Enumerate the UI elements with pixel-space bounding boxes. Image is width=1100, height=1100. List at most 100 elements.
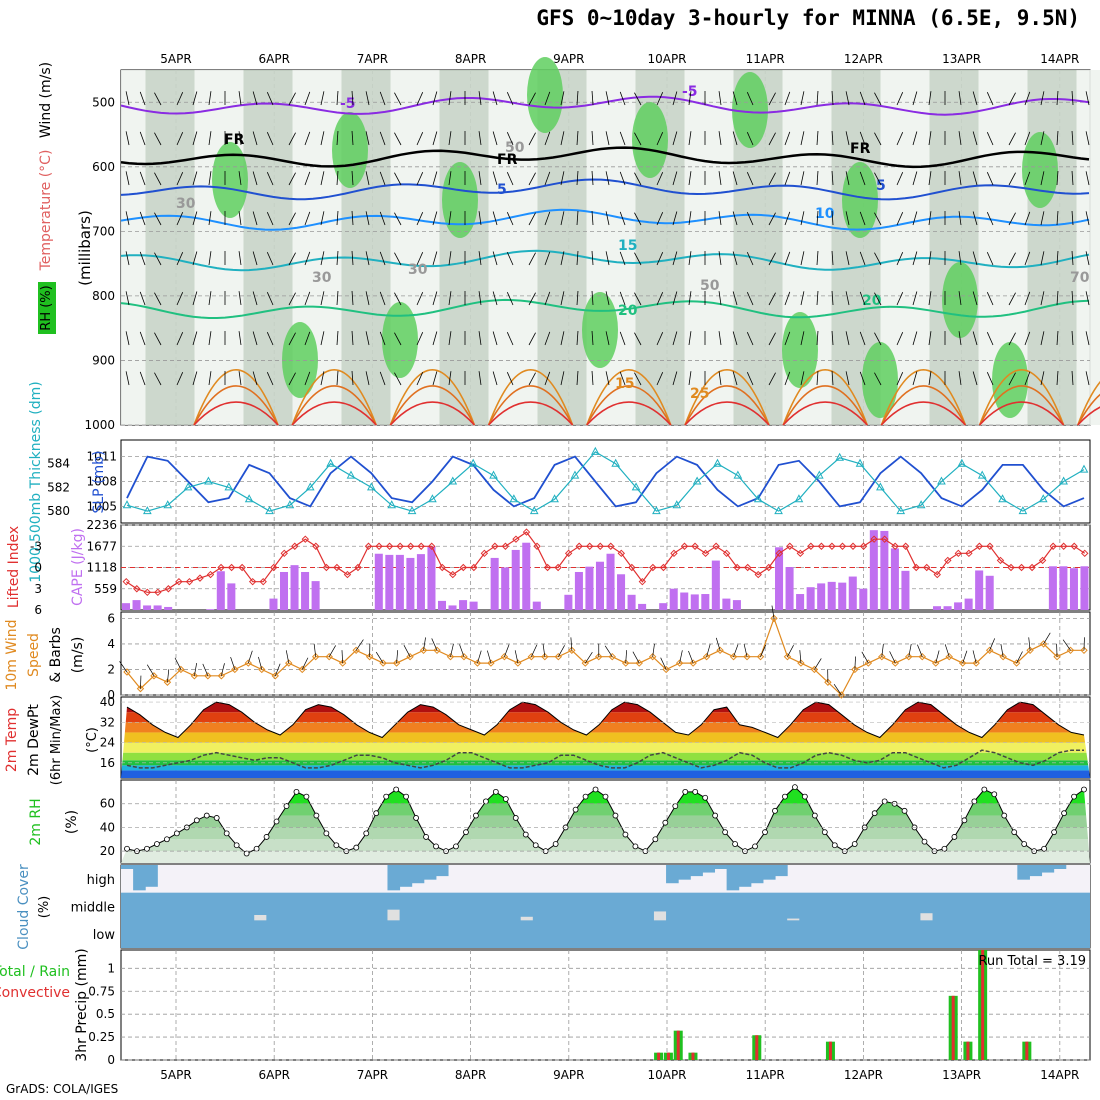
cloud-level-label: low — [93, 928, 116, 943]
cloud-high-bar — [690, 865, 703, 877]
rh-point — [762, 829, 768, 836]
rh-point — [293, 788, 300, 795]
wind-speed-point — [150, 672, 158, 680]
wind-barb — [336, 291, 339, 306]
wind-barb — [396, 650, 399, 664]
wind-barb — [746, 92, 754, 106]
rh-point — [363, 830, 370, 837]
wind-barb — [718, 171, 722, 186]
thickness-point — [794, 494, 804, 503]
wind-barb — [816, 331, 819, 346]
date-label-top: 13APR — [942, 52, 981, 66]
wind-barb — [619, 211, 626, 226]
li-point — [196, 574, 204, 582]
pressure-tick: 700 — [92, 224, 115, 238]
wind-barb — [394, 372, 402, 386]
wind-barb — [1040, 371, 1045, 386]
wind-barb — [672, 91, 678, 106]
thickness-point — [550, 494, 559, 503]
wind-barb — [320, 211, 325, 226]
li-point — [270, 563, 278, 572]
li-point — [1081, 549, 1089, 558]
wind-barb — [544, 331, 551, 346]
li-point — [986, 542, 994, 550]
rh-axis-label: 2m RH — [28, 798, 44, 845]
wind-barb — [336, 371, 339, 386]
li-tick: 0 — [34, 561, 42, 575]
wind-barb — [1056, 211, 1059, 226]
wind-barb — [336, 211, 339, 226]
wind-barb — [351, 371, 354, 386]
wind-barb — [591, 131, 594, 146]
rh-shade-column — [464, 70, 489, 425]
li-point — [828, 542, 836, 550]
wind-barb — [365, 251, 370, 266]
li-point — [491, 542, 499, 550]
li-point — [638, 577, 647, 586]
isotherm-arch — [782, 401, 868, 426]
date-label-bottom: 10APR — [647, 1068, 686, 1082]
wind-barb — [288, 372, 296, 386]
wind-barb — [492, 291, 498, 306]
rh-point — [303, 793, 310, 800]
li-point — [459, 563, 468, 572]
wind-barb — [301, 657, 309, 670]
date-label-bottom: 12APR — [844, 1068, 883, 1082]
wind-barb — [656, 252, 664, 266]
wind-barb — [800, 91, 805, 106]
wind-barb — [125, 331, 130, 346]
li-point — [354, 563, 362, 572]
wind-barb — [570, 637, 573, 651]
wind-barb — [139, 91, 146, 106]
thickness-point — [957, 458, 967, 467]
wind-barb — [896, 172, 904, 186]
cape-tick: 1118 — [86, 561, 117, 575]
wind-barb — [448, 371, 452, 386]
wind-barb — [1085, 91, 1090, 106]
wind-barb — [379, 251, 386, 266]
wind-barb — [266, 212, 274, 226]
isotherm-line — [120, 178, 1090, 201]
wind-barb — [1071, 131, 1074, 146]
wind-speed-point — [864, 659, 873, 667]
contour-label: 50 — [505, 140, 525, 156]
li-point — [680, 542, 689, 550]
wind-speed-point — [595, 652, 603, 661]
wind-barb — [732, 291, 738, 306]
thickness-point — [855, 458, 865, 467]
thickness-point — [672, 500, 682, 509]
wind-barb — [139, 251, 146, 266]
wind-barb — [672, 331, 678, 346]
wind-barb — [351, 251, 354, 266]
wind-barb — [560, 251, 565, 266]
wind-barb — [576, 131, 579, 146]
li-point — [122, 577, 130, 586]
wind-barb — [986, 212, 994, 226]
wind-barb — [656, 332, 664, 346]
wind-barb — [1085, 371, 1090, 386]
cape-bar — [511, 549, 520, 610]
wind-barb — [1000, 643, 1004, 657]
wind-barb — [208, 251, 212, 266]
wind-barb — [1085, 211, 1090, 226]
wind-barb — [416, 172, 424, 186]
wind-barb — [432, 171, 438, 186]
wind-barb — [672, 371, 678, 386]
cape-bar — [848, 576, 857, 610]
wind-barb — [351, 131, 354, 146]
thickness-point — [183, 482, 193, 491]
thickness-point — [244, 494, 254, 503]
rh-point — [263, 834, 270, 840]
li-point — [649, 563, 657, 572]
thickness-point — [937, 476, 946, 485]
wind-barb — [192, 251, 198, 266]
wind-barb — [139, 171, 146, 186]
cape-bar — [1048, 566, 1057, 610]
wind-barb — [715, 637, 721, 651]
wind-barb — [208, 371, 212, 386]
cape-bar — [437, 600, 447, 610]
cape-bar — [122, 603, 131, 610]
wind-barb — [986, 372, 994, 386]
wind-barb — [416, 252, 424, 266]
